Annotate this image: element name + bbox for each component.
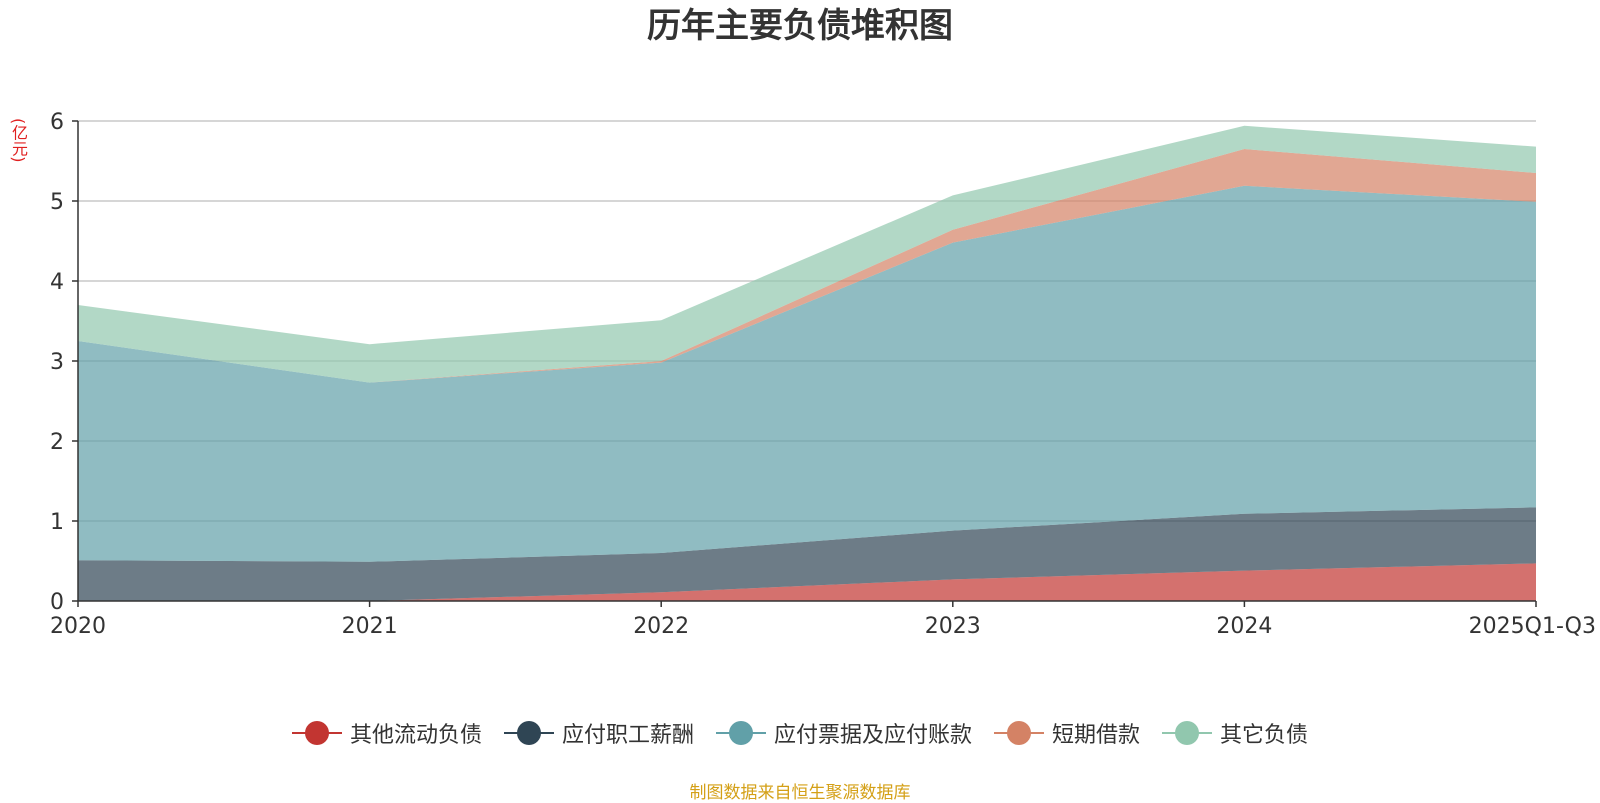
x-tick-label: 2021 xyxy=(342,614,398,639)
area-series-5[interactable] xyxy=(78,125,1536,383)
axes: 0 1 2 3 4 5 6 2020 2021 2022 2023 2024 2025Q1-Q3 xyxy=(50,110,1596,639)
area-series xyxy=(78,125,1536,601)
y-tick-label: 2 xyxy=(50,430,64,455)
y-tick-label: 0 xyxy=(50,590,64,615)
legend-item-3[interactable]: 应付票据及应付账款 xyxy=(715,717,972,749)
legend-item-2[interactable]: 应付职工薪酬 xyxy=(503,717,694,749)
area-series-3[interactable] xyxy=(78,185,1536,562)
legend-label: 其它负债 xyxy=(1220,723,1309,748)
x-tick-label: 2022 xyxy=(633,614,689,639)
area-series-2[interactable] xyxy=(78,507,1536,601)
y-tick-label: 4 xyxy=(50,270,64,295)
y-tick-label: 1 xyxy=(50,510,64,535)
y-tick-label: 3 xyxy=(50,350,64,375)
legend-item-1[interactable]: 其他流动负债 xyxy=(291,717,482,749)
stacked-area-chart: 0 1 2 3 4 5 6 2020 2021 2022 2023 2024 2025Q1-Q3 xyxy=(50,110,1596,639)
area-series-4[interactable] xyxy=(78,149,1536,383)
x-tick-label: 2023 xyxy=(925,614,981,639)
area-series-1[interactable] xyxy=(78,563,1536,601)
x-tick-label: 2025Q1-Q3 xyxy=(1469,614,1596,639)
chart-title: 历年主要负债堆积图 xyxy=(647,6,953,46)
legend-marker-icon xyxy=(715,720,766,746)
x-tick-label: 2024 xyxy=(1216,614,1272,639)
data-source-note: 制图数据来自恒生聚源数据库 xyxy=(689,783,911,803)
y-tick-label: 6 xyxy=(50,110,64,135)
y-axis-unit-label: (亿元) xyxy=(9,118,28,163)
x-tick-label: 2020 xyxy=(50,614,106,639)
legend-item-4[interactable]: 短期借款 xyxy=(994,717,1140,749)
legend-item-5[interactable]: 其它负债 xyxy=(1162,717,1308,749)
legend-marker-icon xyxy=(291,720,342,746)
legend-marker-icon xyxy=(503,720,554,746)
legend-label: 应付职工薪酬 xyxy=(561,723,694,748)
legend-marker-icon xyxy=(994,720,1044,746)
legend-label: 其他流动负债 xyxy=(349,723,482,748)
legend-marker-icon xyxy=(1162,720,1213,746)
y-tick-label: 5 xyxy=(50,190,64,215)
legend-label: 应付票据及应付账款 xyxy=(773,723,972,748)
legend: 其他流动负债 应付职工薪酬 应付票据及应付账款 短期借款 其它负债 xyxy=(0,713,1600,753)
legend-label: 短期借款 xyxy=(1052,723,1141,748)
